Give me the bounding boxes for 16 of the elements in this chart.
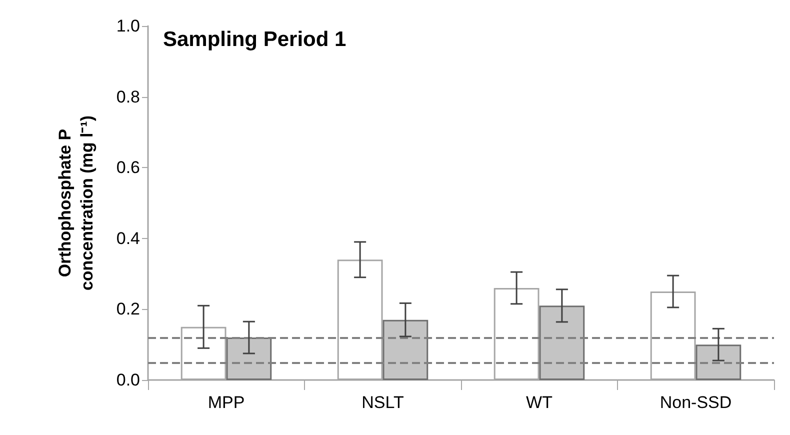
y-tick-label: 0.4 [116, 228, 140, 248]
bar [382, 320, 428, 380]
x-tick-label: Non-SSD [660, 393, 732, 412]
x-tick-label: WT [526, 393, 552, 412]
bar [226, 338, 272, 380]
y-tick-label: 0.6 [116, 158, 140, 178]
x-tick-label: MPP [208, 393, 245, 412]
bar [696, 344, 742, 380]
chart-title: Sampling Period 1 [163, 28, 347, 51]
y-tick-label: 0.0 [116, 370, 140, 390]
x-tick-label: NSLT [362, 393, 404, 412]
y-tick-label: 0.2 [116, 300, 140, 319]
y-axis-title: Orthophosphate P concentration (mg l⁻¹) [56, 115, 96, 291]
y-tick-label: 1.0 [116, 16, 140, 36]
bar [539, 306, 585, 380]
y-tick-label: 0.8 [116, 87, 140, 106]
